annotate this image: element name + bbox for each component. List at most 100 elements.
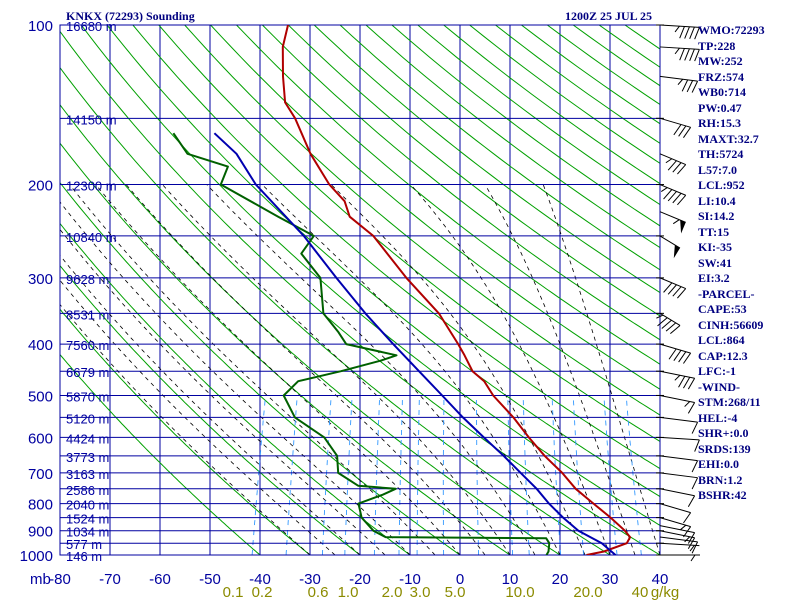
temperature-tick-label: -70: [99, 571, 121, 588]
temperature-tick-label: 20: [552, 571, 569, 588]
barb-feather: [679, 48, 685, 61]
temperature-tick-label: -40: [249, 571, 271, 588]
barb-feather: [661, 319, 672, 329]
height-label: 5120 m: [66, 411, 109, 426]
index-row: MAXT:32.7: [698, 131, 759, 146]
wind-barb: [659, 370, 696, 390]
dry-adiabat: [60, 222, 411, 555]
wind-barb: [659, 184, 687, 206]
barb-staff: [659, 525, 695, 534]
dry-adiabat: [209, 25, 660, 390]
height-label: 8531 m: [66, 307, 109, 322]
mixing-ratio-label: 0.2: [252, 584, 273, 600]
barb-feather: [667, 191, 677, 202]
barb-feather: [660, 187, 668, 192]
wind-barb: [659, 277, 687, 299]
dewpoint-trace: [172, 132, 551, 555]
temperature-tick-label: -10: [399, 571, 421, 588]
barb-feather: [663, 282, 673, 293]
barb-staff: [659, 153, 686, 165]
index-row: PW:0.47: [698, 100, 742, 115]
station-title: KNKX (72293) Sounding: [66, 9, 195, 23]
index-row: STM:268/11: [698, 395, 761, 409]
dry-adiabat: [287, 25, 660, 317]
barb-feather: [672, 286, 682, 297]
dry-adiabat: [261, 25, 660, 341]
pressure-unit-label: mb: [30, 571, 51, 588]
barb-feather: [691, 460, 699, 473]
wind-barb: [659, 503, 692, 524]
index-row: HEL:-4: [698, 410, 738, 425]
mixing-ratio-line: [572, 395, 585, 555]
pressure-tick-label: 100: [28, 18, 53, 35]
wind-barb: [659, 117, 692, 138]
mixing-ratio-line: [373, 395, 381, 555]
temperature-tick-label: -50: [199, 571, 221, 588]
mixing-ratio-label: 2.0: [382, 584, 403, 600]
temperature-tick-label: 10: [502, 571, 519, 588]
wind-barb: [659, 343, 692, 364]
dry-adiabat: [313, 25, 660, 294]
barb-staff: [659, 24, 700, 28]
mixing-ratio-line: [285, 395, 298, 555]
index-row: TP:228: [698, 38, 736, 53]
index-row: LCL:952: [698, 178, 745, 192]
height-label: 3773 m: [66, 450, 109, 465]
barb-feather: [665, 322, 677, 332]
mixing-ratio-label: 3.0: [410, 584, 431, 600]
temperature-tick-label: -20: [349, 571, 371, 588]
barb-feather: [691, 477, 699, 490]
height-label: 5870 m: [66, 389, 109, 404]
wind-barb: [659, 416, 699, 434]
barb-feather: [684, 26, 690, 39]
pressure-tick-label: 1000: [20, 548, 53, 565]
barb-feather: [694, 49, 700, 62]
index-row: WMO:72293: [698, 23, 765, 37]
barb-feather: [687, 377, 696, 390]
moist-adiabat: [95, 184, 461, 555]
temperature-tick-label: 40: [652, 571, 669, 588]
barb-staff: [659, 455, 698, 462]
barb-feather: [668, 348, 677, 360]
mixing-ratio-label: 5.0: [445, 584, 466, 600]
wind-barb: [659, 517, 692, 538]
pressure-tick-label: 600: [28, 430, 53, 447]
dry-adiabat: [60, 353, 261, 555]
barb-feather: [677, 164, 687, 175]
height-label: 4424 m: [66, 431, 109, 446]
index-row: SI:14.2: [698, 209, 735, 223]
mixing-ratio-line: [551, 395, 562, 555]
barb-staff: [659, 472, 698, 479]
index-row: L57:7.0: [698, 162, 737, 177]
index-row: WB0:714: [698, 85, 746, 99]
barb-feather: [687, 532, 696, 544]
dry-adiabat: [106, 25, 660, 498]
barb-feather: [663, 189, 673, 200]
index-row: -WIND-: [698, 379, 740, 394]
wind-barb: [659, 436, 700, 452]
stability-indices-panel: WMO:72293 TP:228 MW:252 FRZ:574 WB0:714 PW:0.…: [698, 23, 798, 504]
mixing-ratio-line: [398, 395, 404, 555]
barb-feather: [672, 162, 682, 173]
moist-adiabat: [60, 279, 336, 555]
index-row: KI:-35: [698, 240, 732, 254]
wind-barb: [656, 312, 681, 335]
barb-feather: [677, 78, 684, 86]
barb-staff: [659, 184, 686, 196]
barb-feather: [678, 351, 687, 363]
pressure-tick-label: 900: [28, 524, 53, 541]
temperature-tick-label: 30: [602, 571, 619, 588]
mixing-ratio-line: [251, 395, 266, 555]
barb-feather: [678, 375, 686, 388]
barb-feather: [679, 26, 685, 39]
barb-feather: [674, 47, 680, 55]
mixing-ratio-line: [442, 395, 445, 555]
moist-adiabat: [162, 184, 511, 555]
moist-adiabat: [410, 184, 611, 555]
index-row: CAP:12.3: [698, 348, 748, 363]
dry-adiabat: [60, 308, 311, 555]
barb-feather: [673, 124, 682, 136]
temperature-tick-label: -60: [149, 571, 171, 588]
dry-adiabat: [60, 264, 361, 555]
